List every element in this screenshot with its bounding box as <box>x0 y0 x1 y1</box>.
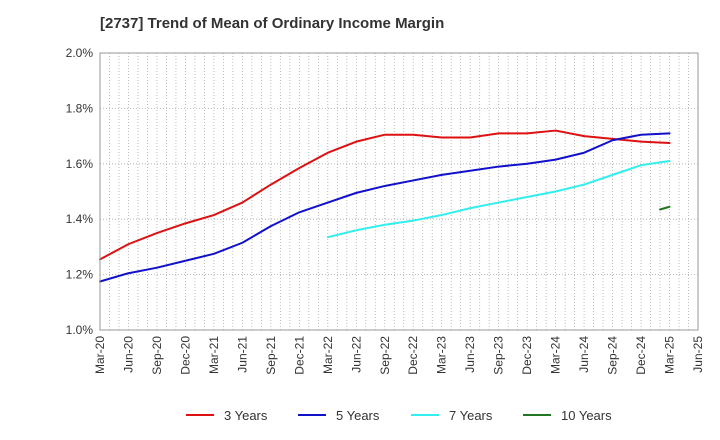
x-tick-label: Jun-20 <box>121 336 135 373</box>
x-tick-label: Sep-23 <box>492 336 506 375</box>
x-tick-label: Jun-22 <box>349 336 363 373</box>
y-tick-label: 1.0% <box>66 323 94 337</box>
x-tick-label: Dec-23 <box>520 336 534 375</box>
x-tick-label: Mar-21 <box>207 336 221 374</box>
series-line-10-years <box>659 205 671 211</box>
x-tick-label: Dec-22 <box>406 336 420 375</box>
x-tick-label: Jun-23 <box>463 336 477 373</box>
legend-label-10-years: 10 Years <box>561 408 612 423</box>
chart-title: [2737] Trend of Mean of Ordinary Income … <box>100 15 445 32</box>
series-line-3-years <box>99 129 671 261</box>
series-layer <box>99 129 671 283</box>
legend: 3 Years 5 Years 7 Years 10 Years <box>186 408 612 423</box>
x-axis-ticks: Mar-20 Jun-20 Sep-20 Dec-20 Mar-21 Jun-21 Sep-… <box>93 336 705 375</box>
x-tick-label: Sep-24 <box>606 336 620 375</box>
x-tick-label: Jun-24 <box>577 336 591 373</box>
y-axis-ticks: 1.0% 1.2% 1.4% 1.6% 1.8% 2.0% <box>66 46 94 337</box>
x-tick-label: Jun-21 <box>235 336 249 373</box>
x-tick-label: Mar-20 <box>93 336 107 374</box>
y-tick-label: 2.0% <box>66 46 94 60</box>
x-tick-label: Dec-24 <box>634 336 648 375</box>
y-tick-label: 1.8% <box>66 101 94 115</box>
x-tick-label: Sep-20 <box>150 336 164 375</box>
x-tick-label: Jun-25 <box>691 336 705 373</box>
legend-label-7-years: 7 Years <box>449 408 493 423</box>
legend-label-3-years: 3 Years <box>224 408 268 423</box>
plot-area-frame <box>99 52 699 331</box>
x-tick-label: Dec-20 <box>178 336 192 375</box>
x-tick-label: Mar-22 <box>321 336 335 374</box>
x-tick-label: Mar-24 <box>549 336 563 374</box>
x-tick-label: Sep-22 <box>378 336 392 375</box>
y-tick-label: 1.4% <box>66 212 94 226</box>
y-tick-label: 1.6% <box>66 157 94 171</box>
legend-label-5-years: 5 Years <box>336 408 380 423</box>
x-tick-label: Mar-25 <box>663 336 677 374</box>
x-tick-label: Dec-21 <box>292 336 306 375</box>
series-line-5-years <box>99 132 671 283</box>
grid <box>100 53 698 330</box>
series-line-7-years <box>326 160 671 239</box>
x-tick-label: Sep-21 <box>264 336 278 375</box>
x-tick-label: Mar-23 <box>435 336 449 374</box>
y-tick-label: 1.2% <box>66 268 94 282</box>
